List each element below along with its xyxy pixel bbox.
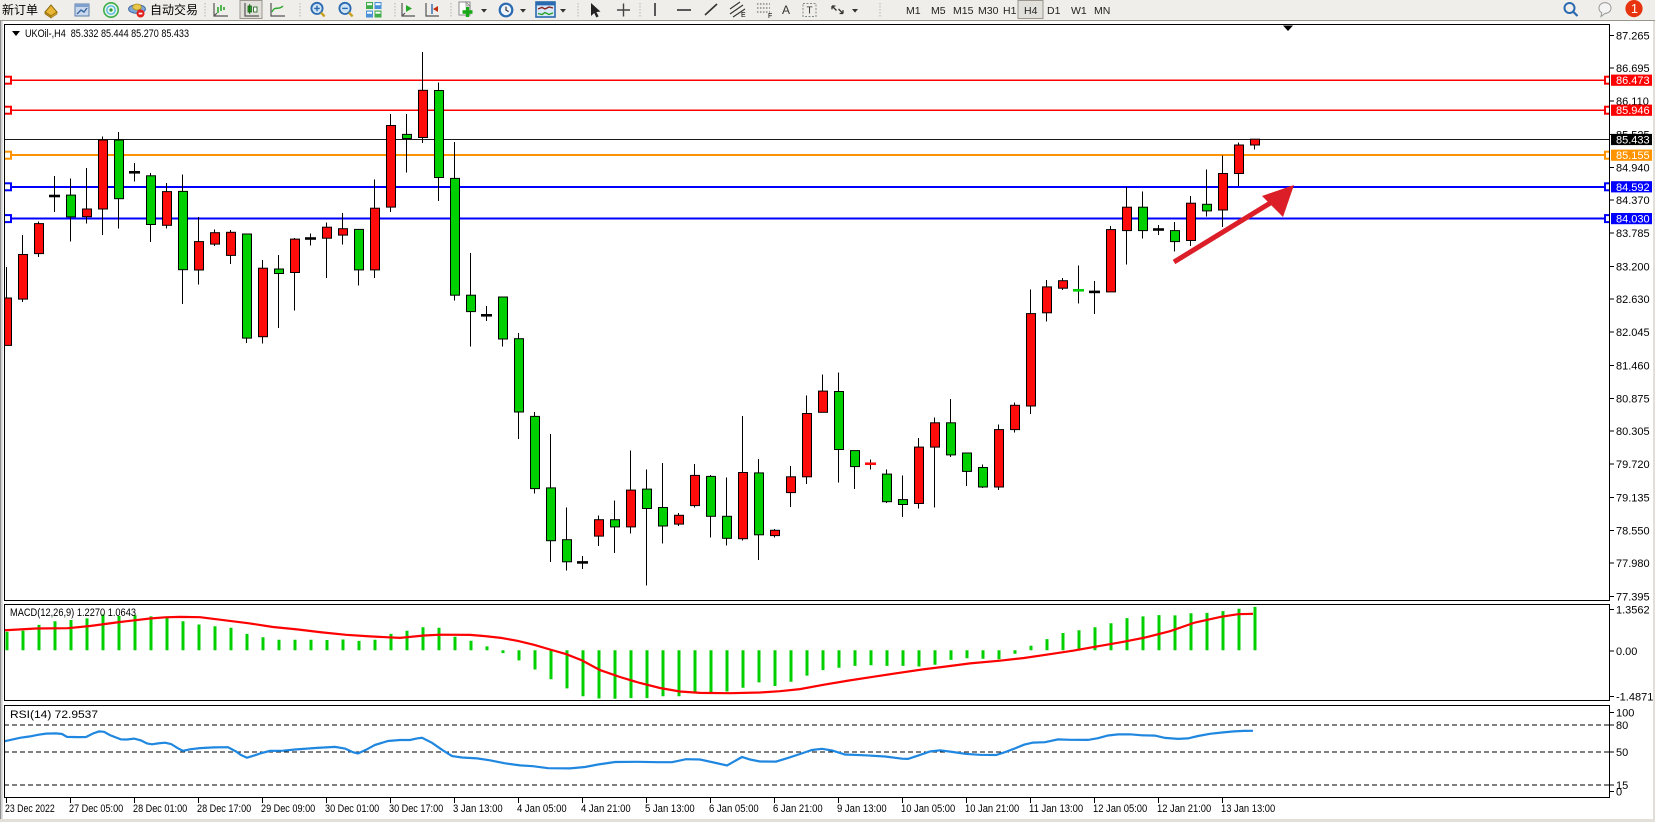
svg-text:H1: H1 [1003,5,1017,17]
svg-text:4 Jan 21:00: 4 Jan 21:00 [581,803,631,815]
svg-text:6 Jan 21:00: 6 Jan 21:00 [773,803,823,815]
svg-text:自动交易: 自动交易 [150,2,198,17]
svg-text:28 Dec 01:00: 28 Dec 01:00 [133,803,187,815]
svg-text:81.460: 81.460 [1616,360,1650,372]
svg-text:10 Jan 05:00: 10 Jan 05:00 [901,803,955,815]
svg-text:6 Jan 05:00: 6 Jan 05:00 [709,803,759,815]
svg-text:0: 0 [1616,787,1622,799]
svg-text:10 Jan 21:00: 10 Jan 21:00 [965,803,1019,815]
svg-text:5 Jan 13:00: 5 Jan 13:00 [645,803,695,815]
svg-text:MACD(12,26,9) 1.2270 1.0643: MACD(12,26,9) 1.2270 1.0643 [10,607,136,619]
svg-text:9 Jan 13:00: 9 Jan 13:00 [837,803,887,815]
svg-text:77.395: 77.395 [1616,591,1650,603]
svg-text:M5: M5 [931,5,946,17]
svg-text:UKOil-,H4 85.332 85.444 85.27: UKOil-,H4 85.332 85.444 85.270 85.433 [25,28,189,40]
svg-text:28 Dec 17:00: 28 Dec 17:00 [197,803,251,815]
svg-text:1: 1 [1631,2,1638,16]
svg-text:W1: W1 [1071,5,1087,17]
svg-text:0.00: 0.00 [1616,646,1637,658]
svg-text:MN: MN [1094,5,1110,17]
svg-text:15: 15 [1616,780,1628,792]
svg-text:27 Dec 05:00: 27 Dec 05:00 [69,803,123,815]
svg-text:RSI(14) 72.9537: RSI(14) 72.9537 [10,709,98,721]
svg-text:D1: D1 [1047,5,1061,17]
svg-text:A: A [782,3,790,17]
svg-text:M15: M15 [953,5,974,17]
svg-text:83.200: 83.200 [1616,262,1650,274]
svg-text:85.946: 85.946 [1616,105,1650,117]
svg-text:13 Jan 13:00: 13 Jan 13:00 [1221,803,1275,815]
svg-text:H4: H4 [1024,5,1038,17]
svg-text:80.305: 80.305 [1616,426,1650,438]
svg-text:84.370: 84.370 [1616,195,1650,207]
svg-text:3 Jan 13:00: 3 Jan 13:00 [453,803,503,815]
svg-text:30 Dec 01:00: 30 Dec 01:00 [325,803,379,815]
svg-text:M1: M1 [906,5,921,17]
svg-text:82.630: 82.630 [1616,294,1650,306]
svg-text:E: E [741,12,746,19]
svg-text:79.720: 79.720 [1616,459,1650,471]
svg-text:85.433: 85.433 [1616,135,1650,147]
svg-text:84.030: 84.030 [1616,214,1650,226]
svg-text:85.155: 85.155 [1616,150,1650,162]
svg-text:29 Dec 09:00: 29 Dec 09:00 [261,803,315,815]
svg-text:23 Dec 2022: 23 Dec 2022 [5,803,55,815]
svg-text:84.592: 84.592 [1616,182,1650,194]
svg-text:4 Jan 05:00: 4 Jan 05:00 [517,803,567,815]
svg-text:80.875: 80.875 [1616,394,1650,406]
svg-text:80: 80 [1616,720,1628,732]
svg-text:50: 50 [1616,747,1628,759]
svg-text:新订单: 新订单 [2,2,38,17]
svg-text:-1.4871: -1.4871 [1616,692,1653,704]
svg-text:86.695: 86.695 [1616,63,1650,75]
svg-text:87.265: 87.265 [1616,31,1650,43]
svg-text:83.785: 83.785 [1616,228,1650,240]
svg-text:86.473: 86.473 [1616,75,1650,87]
svg-text:79.135: 79.135 [1616,493,1650,505]
svg-text:12 Jan 05:00: 12 Jan 05:00 [1093,803,1147,815]
svg-text:82.045: 82.045 [1616,327,1650,339]
svg-text:11 Jan 13:00: 11 Jan 13:00 [1029,803,1083,815]
svg-text:77.980: 77.980 [1616,558,1650,570]
svg-text:F: F [768,13,772,20]
svg-text:12 Jan 21:00: 12 Jan 21:00 [1157,803,1211,815]
svg-text:100: 100 [1616,707,1634,719]
svg-text:84.940: 84.940 [1616,163,1650,175]
svg-text:78.550: 78.550 [1616,526,1650,538]
svg-text:1.3562: 1.3562 [1616,604,1650,616]
svg-text:M30: M30 [978,5,999,17]
svg-text:T: T [807,6,813,17]
svg-text:30 Dec 17:00: 30 Dec 17:00 [389,803,443,815]
